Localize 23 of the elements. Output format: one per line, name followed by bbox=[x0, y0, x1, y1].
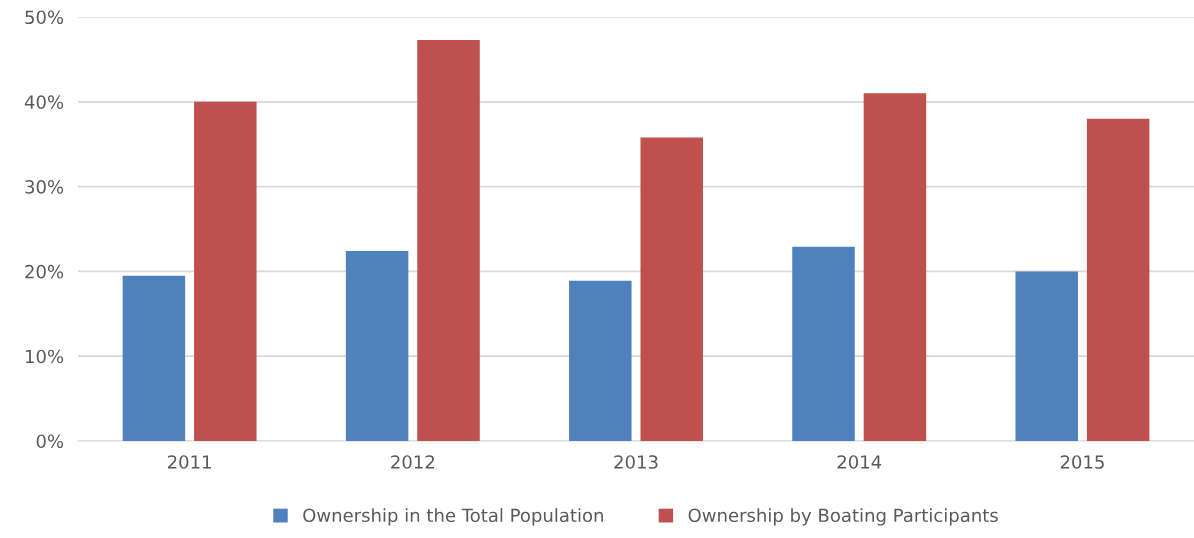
bar bbox=[1015, 271, 1078, 441]
x-tick-label: 2011 bbox=[167, 455, 211, 469]
bar bbox=[345, 251, 409, 441]
bar bbox=[569, 280, 632, 441]
bar bbox=[122, 275, 186, 441]
y-tick-label: 40% bbox=[24, 95, 64, 109]
bar bbox=[863, 93, 927, 441]
x-tick-label: 2013 bbox=[614, 455, 658, 469]
y-tick-label: 10% bbox=[25, 349, 64, 364]
x-tick-label: 2012 bbox=[391, 455, 434, 469]
bar bbox=[417, 39, 480, 441]
y-tick-label: 0% bbox=[36, 434, 64, 449]
legend-label: Ownership by Boating Participants bbox=[688, 508, 998, 526]
bar bbox=[1086, 118, 1150, 441]
legend-label: Ownership in the Total Population bbox=[303, 508, 603, 526]
y-tick-label: 20% bbox=[25, 264, 64, 279]
y-tick-label: 30% bbox=[25, 180, 64, 194]
x-tick-label: 2015 bbox=[1060, 455, 1104, 469]
y-tick-label: 50% bbox=[25, 10, 64, 25]
bar bbox=[640, 137, 703, 441]
bar bbox=[194, 101, 257, 441]
x-tick-label: 2014 bbox=[837, 455, 882, 469]
bar bbox=[792, 246, 855, 441]
